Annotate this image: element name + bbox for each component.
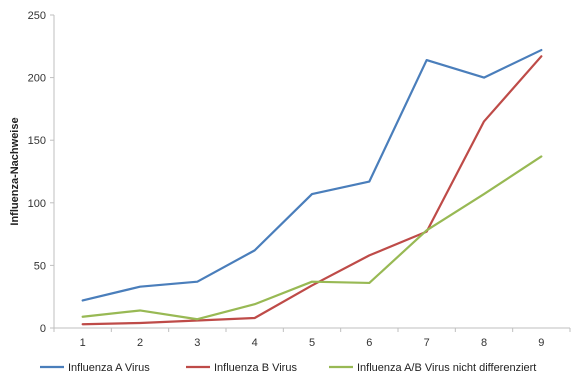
y-tick-label: 150 — [28, 135, 46, 147]
x-axis-ticks: 1 2 3 4 5 6 7 8 9 — [53, 328, 571, 349]
legend: Influenza A Virus Influenza B Virus Influe… — [40, 362, 536, 374]
y-tick-label: 200 — [28, 73, 46, 85]
legend-label-2: Influenza B Virus — [214, 362, 297, 374]
legend-label-1: Influenza A Virus — [68, 362, 150, 374]
y-tick-label: 250 — [28, 10, 46, 22]
x-tick-label: 8 — [481, 337, 487, 349]
x-tick-label: 3 — [194, 337, 200, 349]
y-tick-label: 100 — [28, 198, 46, 210]
legend-label-3: Influenza A/B Virus nicht differenziert — [357, 362, 536, 374]
y-axis-label: Influenza-Nachweise — [9, 117, 21, 225]
x-tick-label: 7 — [424, 337, 430, 349]
y-axis-ticks: 0 50 100 150 200 250 — [28, 10, 54, 335]
x-tick-label: 4 — [252, 337, 258, 349]
series-lines — [81, 48, 543, 326]
series-line-3 — [81, 155, 543, 321]
plot-area: 0 50 100 150 200 250 1 2 3 4 5 6 7 8 9 — [28, 10, 571, 349]
y-tick-label: 0 — [40, 323, 46, 335]
x-tick-label: 5 — [309, 337, 315, 349]
x-tick-label: 9 — [538, 337, 544, 349]
x-tick-label: 6 — [366, 337, 372, 349]
x-tick-label: 1 — [80, 337, 86, 349]
y-tick-label: 50 — [34, 260, 46, 272]
x-tick-label: 2 — [137, 337, 143, 349]
series-line-1 — [81, 48, 543, 302]
series-line-2 — [81, 55, 543, 326]
